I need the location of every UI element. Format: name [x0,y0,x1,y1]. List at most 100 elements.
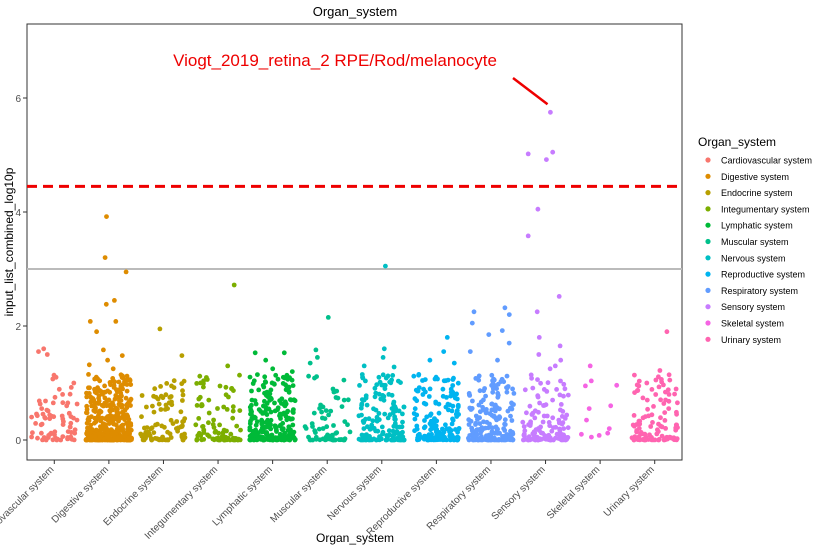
data-point [165,429,171,435]
data-point [454,396,460,402]
data-point [198,433,204,438]
data-point [106,397,112,403]
legend-label: Skeletal system [721,319,784,329]
data-point [433,399,439,405]
data-point [473,413,479,419]
data-point [342,419,348,424]
data-point [483,393,488,399]
data-point [636,434,642,440]
data-point [111,432,117,438]
data-point [270,366,276,372]
data-point [653,392,659,397]
data-point [561,393,566,399]
data-point [341,377,347,383]
data-point [248,418,253,424]
data-point [359,412,364,418]
data-point [291,397,297,403]
data-point [230,415,236,421]
data-point [98,409,104,415]
data-point [440,393,446,399]
data-point [451,360,457,366]
data-point [122,415,128,420]
data-point [123,269,129,275]
data-point [230,408,236,414]
data-point [361,418,367,424]
data-point [524,410,529,416]
data-point [46,433,51,438]
data-point [326,412,331,418]
data-point [429,425,435,431]
legend-label: Lymphatic system [721,221,793,231]
legend: Organ_system Cardiovascular system Digest… [698,135,812,345]
data-point [412,406,418,412]
data-point [529,412,535,417]
legend-label: Digestive system [721,172,789,182]
data-point [139,393,145,398]
data-point [549,428,555,434]
data-point [450,416,455,422]
series-integumentary-system [193,282,243,443]
data-point [52,394,58,400]
data-point [644,397,650,403]
data-point [450,377,456,382]
x-tick-label: Digestive system [50,464,111,525]
data-point [42,415,48,420]
data-point [107,408,113,414]
data-point [319,409,324,415]
data-point [376,374,382,380]
data-point [538,380,543,386]
data-point [658,415,663,421]
data-point [86,415,92,420]
data-point [373,390,379,396]
data-point [389,377,394,383]
data-point [441,378,447,384]
data-point [65,436,71,441]
data-point [249,388,254,394]
data-point [632,390,637,395]
legend-key [705,222,711,228]
data-point [481,419,486,425]
data-point [535,206,541,212]
data-point [370,418,376,424]
data-point [369,437,375,443]
data-point [74,417,80,423]
y-tick-label: 0 [15,436,21,447]
data-point [118,372,124,378]
data-point [357,383,362,388]
data-point [289,369,295,374]
data-point [206,410,212,416]
data-point [561,426,567,431]
data-point [536,409,541,415]
data-point [194,381,200,386]
data-point [522,434,527,439]
data-point [266,435,271,440]
data-point [345,422,350,428]
data-point [113,319,119,324]
data-point [260,411,265,416]
data-point [274,429,279,434]
data-point [448,437,453,443]
data-point [30,430,35,436]
data-point [391,423,397,429]
data-point [167,395,173,400]
data-point [275,376,281,382]
data-point [584,417,589,423]
data-point [427,386,433,392]
data-point [56,386,62,392]
data-point [122,433,127,439]
data-point [614,382,620,388]
data-point [455,404,461,410]
data-point [253,401,259,407]
data-point [157,437,163,443]
data-point [201,384,206,390]
data-point [127,377,133,383]
data-point [196,416,202,421]
data-point [277,436,283,442]
data-point [374,382,380,388]
data-point [476,373,482,379]
data-point [511,391,517,396]
data-point [103,301,109,307]
plot-panel [26,23,683,461]
data-point [492,405,498,411]
data-point [659,433,665,439]
